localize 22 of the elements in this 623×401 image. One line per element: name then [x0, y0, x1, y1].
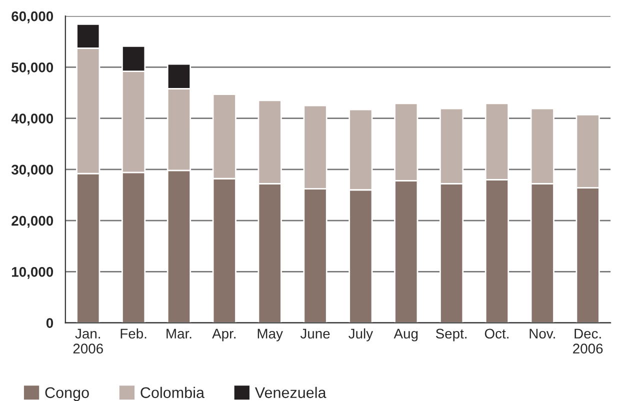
y-tick-label: 20,000	[12, 216, 54, 228]
x-tick-label: July	[348, 328, 374, 342]
legend-label: Congo	[45, 387, 89, 401]
y-tick-label: 40,000	[11, 114, 54, 126]
legend-label: Venezuela	[254, 386, 326, 398]
x-tick-label: Nov.	[530, 328, 555, 339]
y-tick-label: 0	[46, 318, 54, 328]
x-tick-label: Mar.	[166, 328, 192, 339]
x-tick-label: Feb.	[120, 328, 146, 339]
y-tick-label: 60,000	[12, 11, 54, 24]
x-tick-label: Aug	[394, 328, 418, 342]
x-tick-label: June	[300, 328, 330, 339]
legend-label: Colombia	[140, 386, 204, 398]
y-tick-label: 10,000	[12, 267, 54, 279]
x-tick-label: Oct.	[484, 328, 508, 339]
x-tick-label: Dec. 2006	[573, 328, 603, 354]
x-tick-label: Jan. 2006	[73, 328, 103, 354]
x-tick-label: Sept.	[436, 328, 466, 342]
x-tick-label: May	[258, 328, 283, 342]
y-tick-label: 30,000	[11, 164, 54, 177]
y-tick-label: 50,000	[12, 62, 54, 74]
x-tick-label: Apr.	[212, 328, 236, 342]
